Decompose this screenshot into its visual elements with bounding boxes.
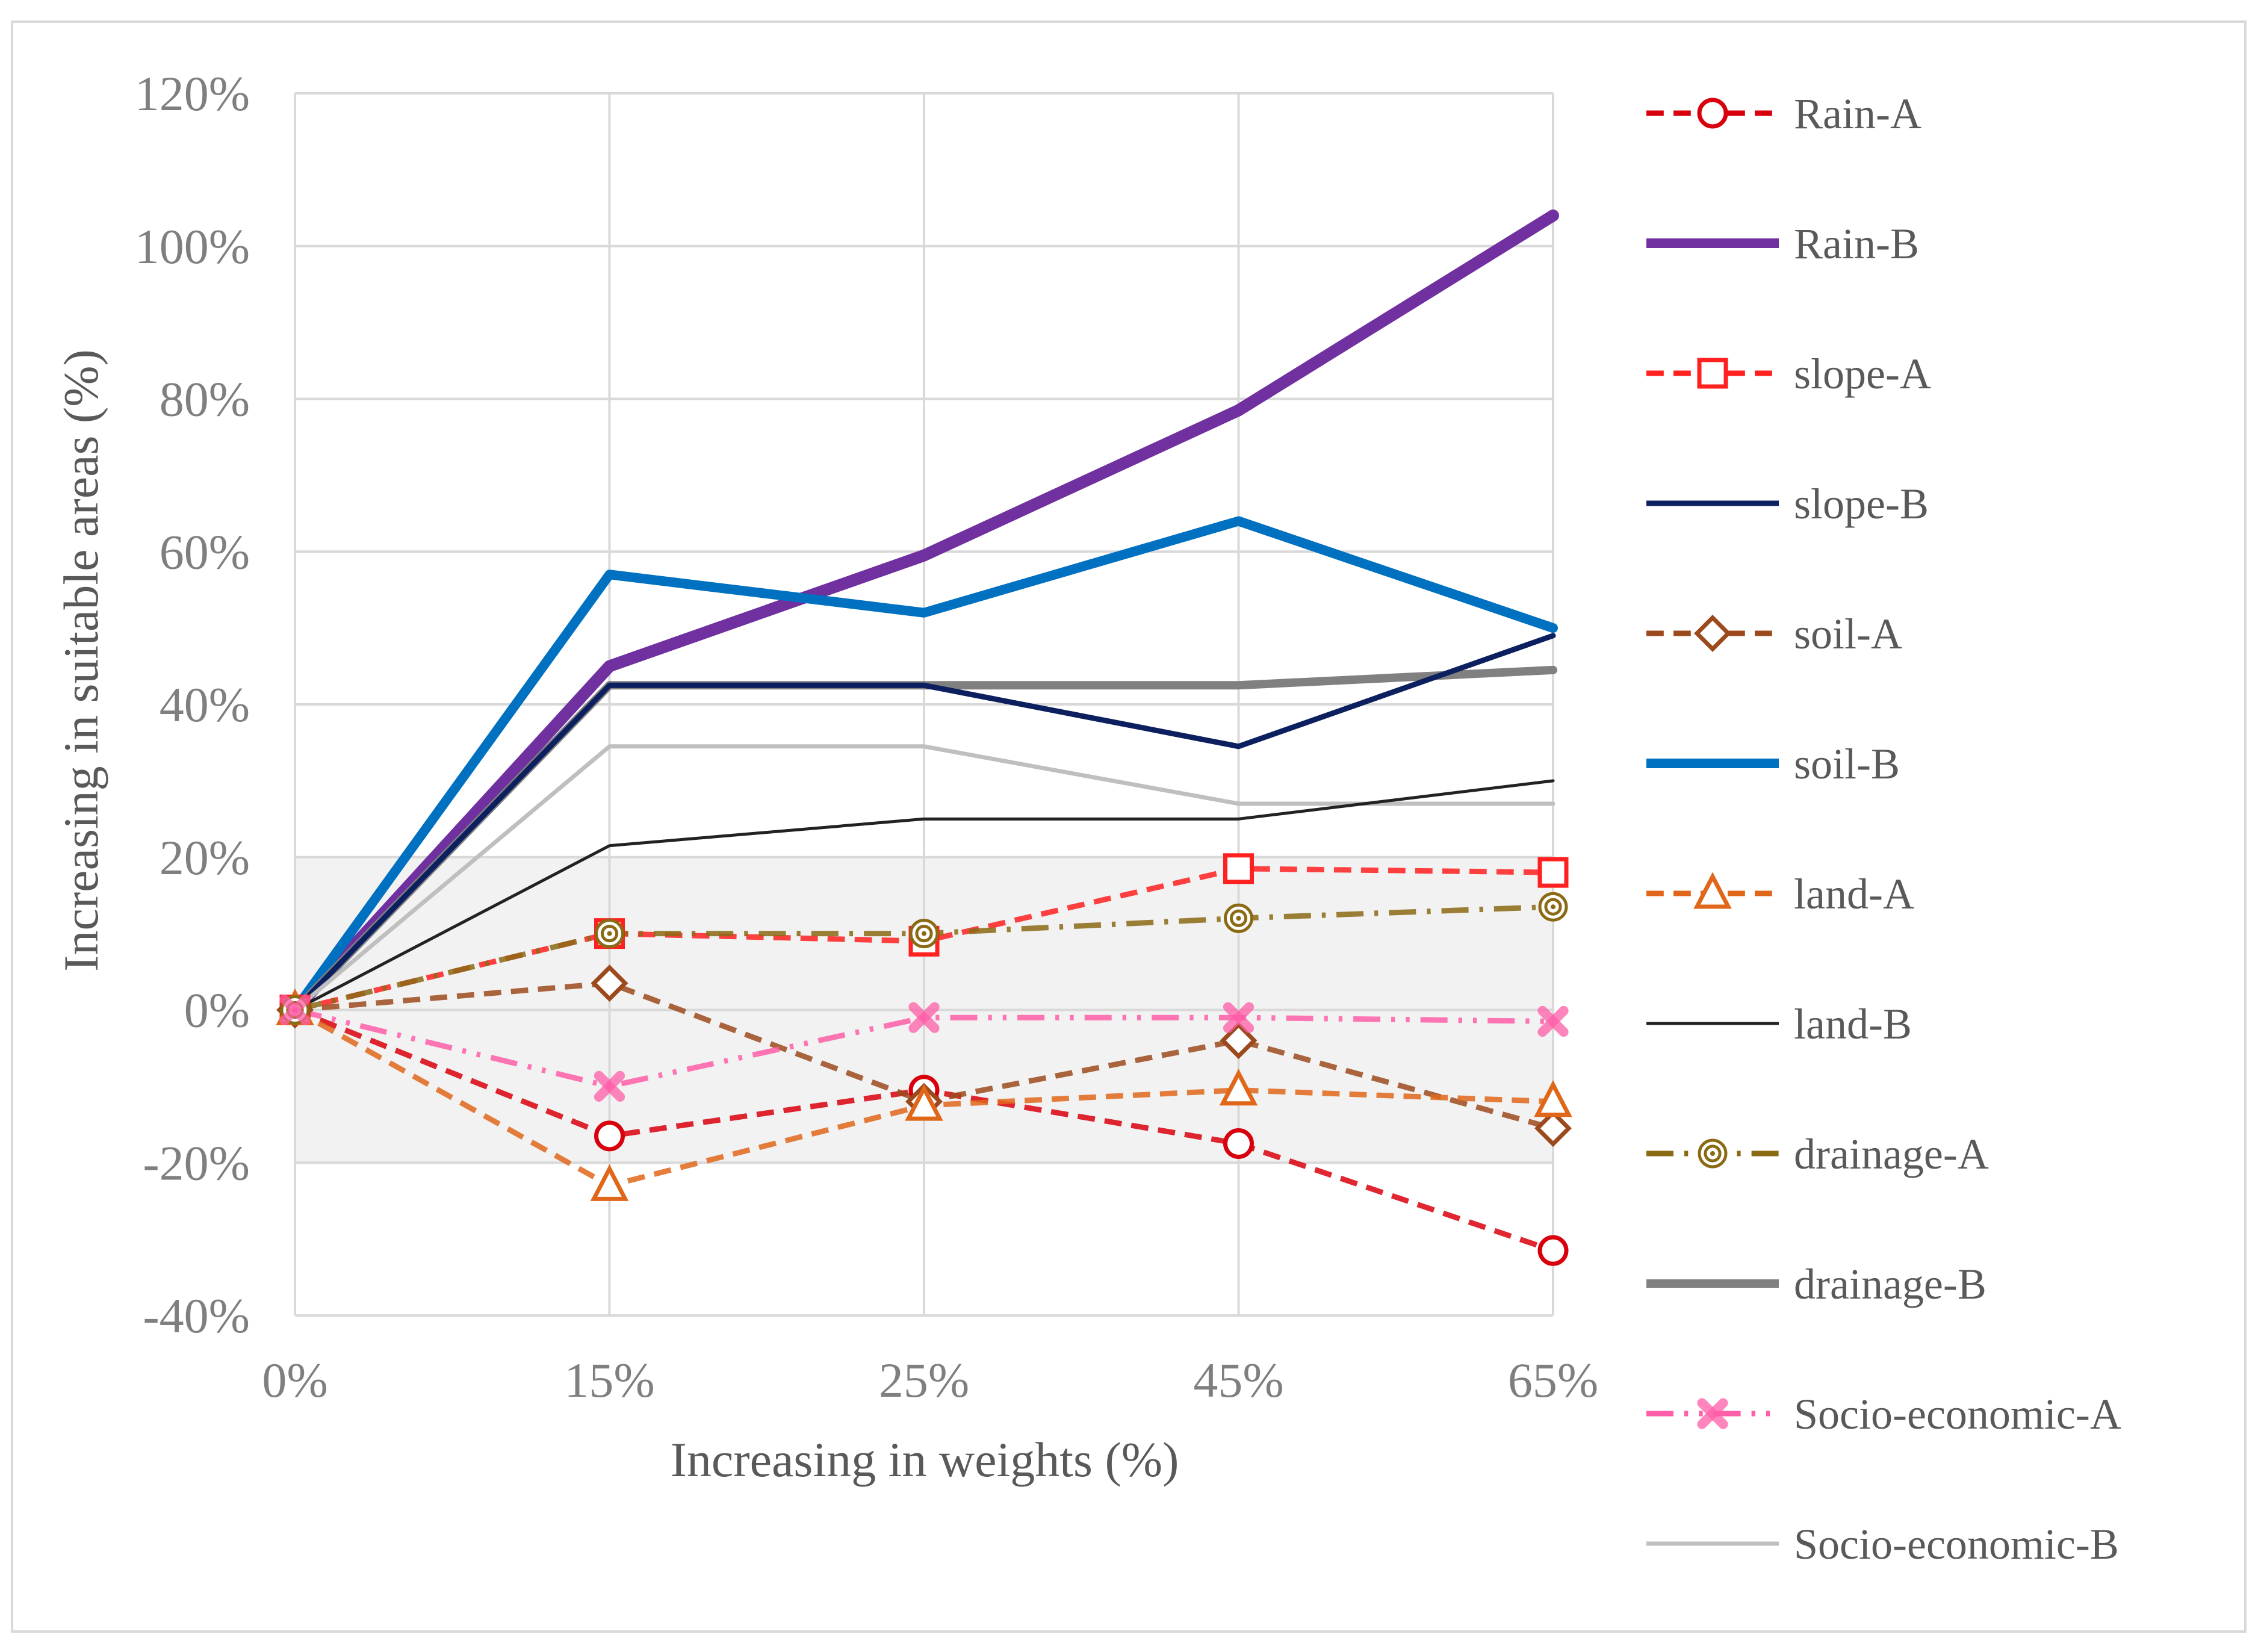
legend-label: slope-A bbox=[1794, 350, 1931, 398]
data-point-land-a bbox=[1219, 1069, 1258, 1106]
y-tick-label: -40% bbox=[143, 1288, 250, 1343]
data-point-socio-economic-a bbox=[1223, 1002, 1255, 1033]
y-tick-label: 100% bbox=[135, 219, 250, 274]
y-tick-label: -20% bbox=[143, 1135, 250, 1190]
x-tick-label: 0% bbox=[262, 1353, 327, 1408]
x-tick-label: 45% bbox=[1193, 1353, 1283, 1408]
y-tick-label: 80% bbox=[160, 372, 250, 427]
legend-item-land-b: land-B bbox=[1646, 1000, 1912, 1048]
y-axis-ticks: -40% -20% 0% 20% 40% 60% 80% 100% 120% bbox=[135, 66, 250, 1343]
data-point-socio-economic-a bbox=[594, 1070, 625, 1102]
series-line-socio-economic-b bbox=[293, 744, 1555, 1012]
legend-item-rain-b: Rain-B bbox=[1646, 220, 1919, 268]
x-tick-label: 65% bbox=[1508, 1353, 1598, 1408]
data-point-socio-economic-a bbox=[908, 1002, 940, 1033]
legend-item-socio-economic-b: Socio-economic-B bbox=[1646, 1520, 2119, 1568]
legend-marker bbox=[1698, 1138, 1728, 1169]
chart-frame bbox=[11, 20, 2247, 1633]
data-point-land-a bbox=[1534, 1080, 1572, 1117]
legend-item-slope-b: slope-B bbox=[1646, 480, 1929, 528]
legend-item-slope-a: slope-A bbox=[1646, 350, 1931, 398]
data-point-socio-economic-a bbox=[279, 994, 311, 1026]
y-axis-title: Increasing in suitable areas (%) bbox=[54, 349, 108, 972]
legend-marker bbox=[1697, 98, 1728, 129]
x-tick-label: 25% bbox=[879, 1353, 969, 1408]
legend: Rain-A Rain-B slope-A slope-B soil-A soil-B la… bbox=[1646, 90, 2121, 1568]
series-lines bbox=[289, 210, 1559, 1253]
data-point-soil-a bbox=[1220, 1022, 1258, 1060]
data-point-drainage-a bbox=[595, 919, 624, 949]
legend-label: land-B bbox=[1794, 1000, 1912, 1048]
series-markers bbox=[276, 853, 1572, 1266]
legend-label: drainage-B bbox=[1794, 1260, 1987, 1308]
legend-label: drainage-A bbox=[1794, 1130, 1989, 1178]
legend-label: Rain-A bbox=[1794, 90, 1921, 138]
data-point-rain-a bbox=[1223, 1128, 1254, 1160]
data-point-soil-a bbox=[591, 964, 628, 1002]
series-line-slope-b bbox=[292, 633, 1556, 1013]
x-tick-label: 15% bbox=[564, 1353, 654, 1408]
legend-item-land-a: land-A bbox=[1646, 870, 1914, 918]
legend-label: land-A bbox=[1794, 870, 1914, 918]
legend-item-drainage-a: drainage-A bbox=[1646, 1130, 1989, 1178]
legend-marker bbox=[1697, 358, 1728, 389]
y-tick-label: 60% bbox=[160, 524, 250, 579]
data-point-socio-economic-a bbox=[1537, 1005, 1569, 1037]
legend-label: slope-B bbox=[1794, 480, 1929, 528]
legend-label: Socio-economic-A bbox=[1794, 1390, 2121, 1438]
data-point-drainage-a bbox=[1538, 892, 1568, 922]
y-tick-label: 120% bbox=[135, 66, 250, 121]
data-point-soil-a bbox=[1534, 1110, 1572, 1147]
legend-item-drainage-b: drainage-B bbox=[1646, 1260, 1987, 1308]
legend-label: soil-A bbox=[1794, 610, 1902, 658]
legend-item-socio-economic-a: Socio-economic-A bbox=[1646, 1390, 2121, 1438]
legend-item-soil-b: soil-B bbox=[1646, 740, 1900, 788]
legend-label: Socio-economic-B bbox=[1794, 1520, 2119, 1568]
data-point-land-a bbox=[590, 1164, 629, 1201]
legend-label: Rain-B bbox=[1794, 220, 1919, 268]
data-point-slope-a bbox=[1537, 857, 1569, 888]
y-tick-label: 20% bbox=[160, 830, 250, 885]
legend-marker bbox=[1693, 872, 1732, 909]
data-point-land-a bbox=[905, 1084, 943, 1121]
y-tick-label: 0% bbox=[184, 983, 250, 1038]
legend-item-rain-a: Rain-A bbox=[1646, 90, 1921, 138]
series-line-rain-b bbox=[289, 210, 1559, 1016]
legend-label: soil-B bbox=[1794, 740, 1900, 788]
legend-marker bbox=[1697, 1398, 1728, 1429]
series-line-land-b bbox=[293, 779, 1555, 1011]
series-line-soil-b bbox=[290, 516, 1558, 1015]
data-point-rain-a bbox=[1537, 1235, 1569, 1266]
x-axis-title: Increasing in weights (%) bbox=[671, 1432, 1179, 1487]
data-point-rain-a bbox=[594, 1120, 625, 1152]
data-point-slope-a bbox=[1223, 853, 1254, 884]
x-axis-ticks: 0% 15% 25% 45% 65% bbox=[262, 1353, 1598, 1408]
legend-marker bbox=[1694, 615, 1731, 652]
y-tick-label: 40% bbox=[160, 677, 250, 732]
data-point-drainage-a bbox=[1224, 903, 1253, 933]
data-point-drainage-a bbox=[909, 919, 939, 949]
legend-item-soil-a: soil-A bbox=[1646, 610, 1902, 658]
